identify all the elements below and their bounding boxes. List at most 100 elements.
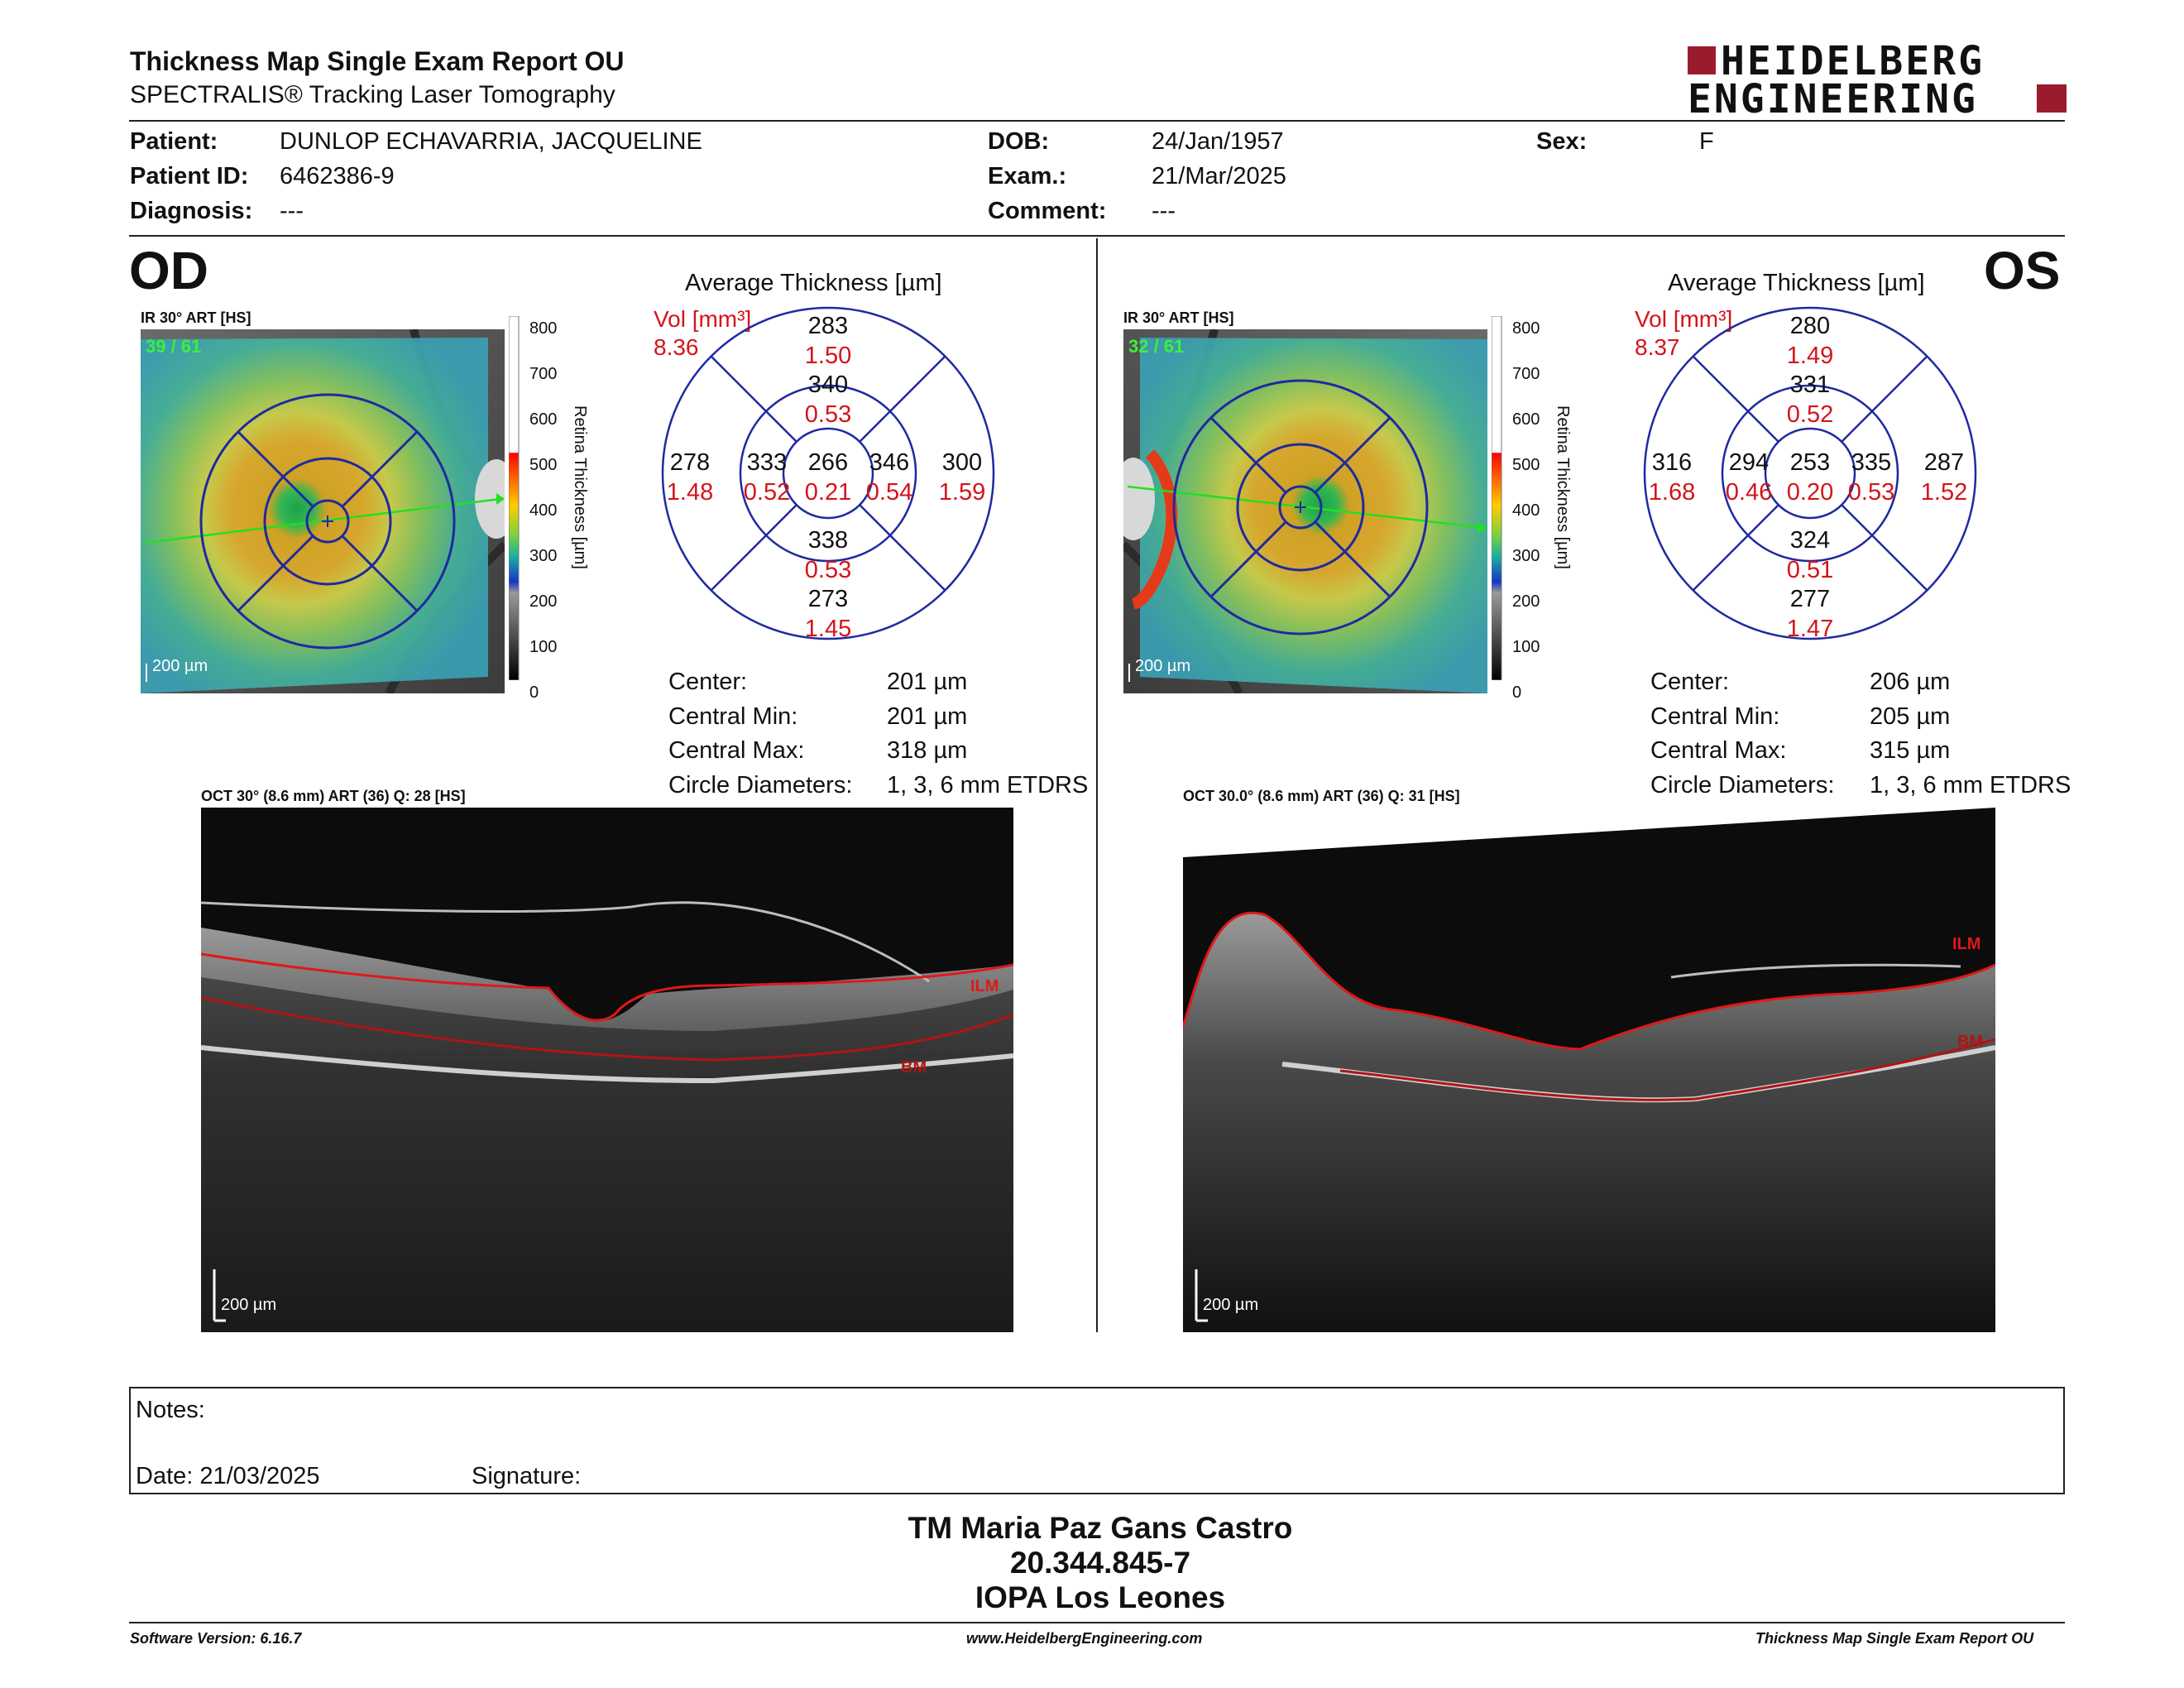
os-scale-tick: 300 (1512, 547, 1540, 565)
os-inner-inf-vol: 0.51 (1786, 557, 1834, 583)
os-outer-inf-thick: 277 (1789, 586, 1831, 612)
od-fundus-counter: 39 / 61 (146, 336, 202, 357)
od-vol-label: Vol [mm³] (654, 306, 752, 332)
od-fundus-scale: 200 µm (152, 657, 208, 675)
footer-report-name: Thickness Map Single Exam Report OU (1755, 1630, 2034, 1647)
os-outer-sup-vol: 1.49 (1786, 343, 1834, 369)
sex-value: F (1699, 128, 1714, 155)
od-avg-title: Average Thickness [µm] (685, 270, 942, 296)
os-fundus-svg (1112, 328, 1487, 696)
os-scale-tick: 400 (1512, 501, 1540, 520)
os-inner-right-vol: 0.53 (1847, 479, 1895, 506)
eye-label-od: OD (129, 241, 208, 300)
od-oct-scale: 200 µm (221, 1296, 277, 1314)
od-oct-svg (200, 808, 1014, 1332)
os-bm-label: BM (1957, 1033, 1984, 1051)
od-etdrs-grid: 283 1.50 340 0.53 266 0.21 338 0.53 273 … (656, 301, 1000, 645)
os-outer-left-vol: 1.68 (1648, 479, 1696, 506)
od-outer-right-thick: 300 (941, 449, 983, 476)
od-oct-caption: OCT 30° (8.6 mm) ART (36) Q: 28 [HS] (201, 788, 466, 804)
dob-label: DOB: (988, 128, 1050, 155)
date-label: Date: 21/03/2025 (136, 1463, 320, 1489)
os-inner-inf-thick: 324 (1789, 527, 1831, 554)
patient-id: 6462386-9 (280, 163, 395, 189)
os-vol-total: 8.37 (1635, 334, 1680, 360)
patient-label: Patient: (130, 128, 218, 155)
logo-red-block-top (1688, 46, 1716, 74)
od-bm-label: BM (901, 1058, 927, 1077)
od-outer-sup-thick: 283 (807, 313, 849, 339)
os-cmin-label: Central Min: (1650, 703, 1780, 730)
os-fundus-scale: 200 µm (1135, 657, 1191, 675)
os-scale-tick: 500 (1512, 456, 1540, 474)
signer-name: TM Maria Paz Gans Castro (908, 1511, 1293, 1545)
sex-label: Sex: (1536, 128, 1588, 155)
os-outer-sup-thick: 280 (1789, 313, 1831, 339)
patient-id-label: Patient ID: (130, 163, 249, 189)
comment-value: --- (1152, 198, 1176, 224)
od-outer-left-thick: 278 (669, 449, 711, 476)
os-oct-image: ILM BM 200 µm (1181, 808, 1996, 1332)
notes-box[interactable] (129, 1387, 2065, 1494)
od-outer-left-vol: 1.48 (666, 479, 714, 506)
signer-rut: 20.344.845-7 (1009, 1546, 1191, 1580)
os-circ-value: 1, 3, 6 mm ETDRS (1870, 772, 2071, 798)
os-cmax-label: Central Max: (1650, 737, 1787, 764)
od-scale-tick: 300 (529, 547, 558, 565)
od-fundus-svg (141, 328, 518, 696)
os-fundus-scale-bar (1128, 664, 1130, 682)
os-fundus-counter: 32 / 61 (1128, 336, 1185, 357)
od-center-vol: 0.21 (804, 479, 852, 506)
software-version: Software Version: 6.16.7 (130, 1630, 302, 1647)
info-divider (129, 235, 2065, 237)
od-circ-label: Circle Diameters: (668, 772, 853, 798)
od-outer-inf-vol: 1.45 (804, 616, 852, 642)
od-oct-image: ILM BM 200 µm (200, 808, 1014, 1332)
od-inner-sup-thick: 340 (807, 372, 849, 398)
os-inner-sup-vol: 0.52 (1786, 401, 1834, 428)
website-link[interactable]: www.HeidelbergEngineering.com (966, 1630, 1203, 1647)
os-center-vol: 0.20 (1786, 479, 1834, 506)
notes-label: Notes: (136, 1397, 205, 1423)
os-inner-sup-thick: 331 (1789, 372, 1831, 398)
od-color-scale (508, 315, 575, 681)
logo-line2: ENGINEERING (1688, 76, 1978, 122)
exam-label: Exam.: (988, 163, 1067, 189)
signer-clinic: IOPA Los Leones (975, 1580, 1226, 1614)
os-scale-tick: 200 (1512, 592, 1540, 611)
os-cmax-value: 315 µm (1870, 737, 1951, 764)
os-oct-svg (1181, 808, 1996, 1332)
footer-divider (129, 1622, 2065, 1623)
os-outer-right-thick: 287 (1923, 449, 1965, 476)
os-scale-label: Retina Thickness [µm] (1554, 405, 1572, 569)
od-circ-value: 1, 3, 6 mm ETDRS (887, 772, 1089, 798)
od-scale-tick: 100 (529, 638, 558, 656)
od-inner-inf-vol: 0.53 (804, 557, 852, 583)
od-fundus-scale-bar (146, 664, 147, 682)
os-scale-tick: 600 (1512, 410, 1540, 429)
os-center-thick: 253 (1789, 449, 1831, 476)
os-scale-ticks: 800 700 600 500 400 300 200 100 0 (1512, 306, 1540, 716)
os-scale-tick: 800 (1512, 319, 1540, 338)
os-inner-left-thick: 294 (1728, 449, 1770, 476)
signature-label: Signature: (472, 1463, 582, 1489)
od-cmax-value: 318 µm (887, 737, 968, 764)
os-fundus-caption: IR 30° ART [HS] (1123, 309, 1234, 326)
od-scale-tick: 800 (529, 319, 558, 338)
od-inner-inf-thick: 338 (807, 527, 849, 554)
os-scale-tick: 0 (1512, 683, 1522, 702)
os-center-label: Center: (1650, 669, 1730, 695)
report-title: Thickness Map Single Exam Report OU (130, 46, 625, 76)
od-outer-inf-thick: 273 (807, 586, 849, 612)
os-inner-left-vol: 0.46 (1725, 479, 1773, 506)
od-fundus-caption: IR 30° ART [HS] (141, 309, 251, 326)
od-inner-right-vol: 0.54 (865, 479, 913, 506)
od-inner-left-thick: 333 (746, 449, 788, 476)
os-scale-tick: 700 (1512, 365, 1540, 383)
od-scale-tick: 400 (529, 501, 558, 520)
os-center-value: 206 µm (1870, 669, 1951, 695)
eye-divider (1096, 238, 1098, 1332)
od-scale-tick: 200 (529, 592, 558, 611)
od-vol-total: 8.36 (654, 334, 699, 360)
exam-value: 21/Mar/2025 (1152, 163, 1286, 189)
